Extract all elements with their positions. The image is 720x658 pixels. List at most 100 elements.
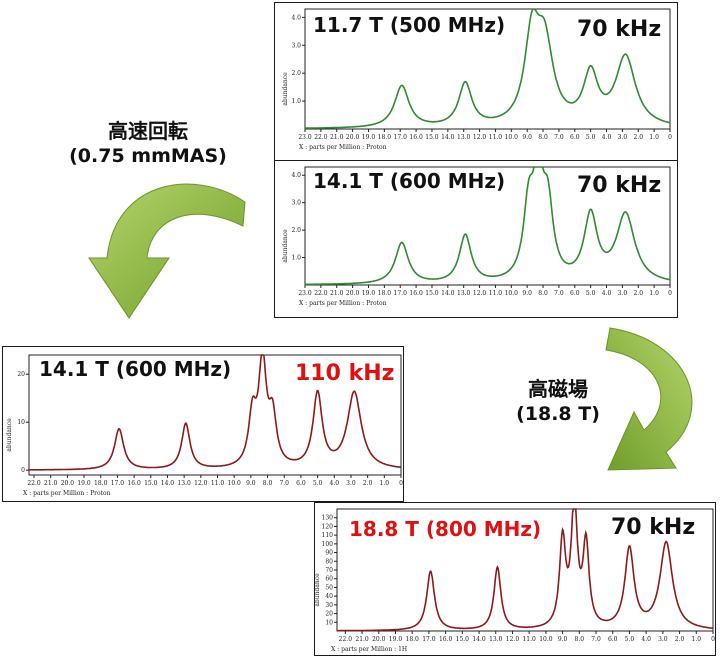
x-tick-label: 9.0 — [558, 636, 568, 643]
plot-frame — [304, 8, 671, 130]
y-tick-label: 1.0 — [291, 98, 301, 105]
x-tick-label: 13.0 — [177, 480, 191, 487]
spectrum-panel-500mhz: 1.0 2.0 3.0 4.0 abundance 23.0 22.0 21.0 20.0 19.… — [274, 2, 678, 162]
x-tick-label: 17.0 — [422, 636, 436, 643]
x-tick-label: 4.0 — [602, 290, 612, 297]
x-tick-label: 22.0 — [314, 290, 328, 297]
x-tick-label: 13.0 — [457, 290, 471, 297]
callout-title: 高磁場 — [528, 377, 588, 401]
x-tick-label: 18.0 — [94, 480, 108, 487]
spectrum-panel-800mhz: 10 20 30 40 50 60 70 80 90 100 110 120 130 abundance 2… — [314, 502, 716, 656]
y-tick-label: 50 — [325, 584, 333, 591]
x-tick-label: 6.0 — [570, 134, 580, 141]
y-tick-label: 4.0 — [291, 14, 301, 21]
x-tick-label: 15.0 — [144, 480, 158, 487]
y-tick-label: 70 — [325, 567, 333, 574]
x-tick-label: 13.0 — [457, 134, 471, 141]
x-axis-label: X : parts per Million : 1H — [331, 646, 407, 653]
x-tick-label: 10.0 — [505, 134, 519, 141]
x-tick-label: 18.0 — [378, 134, 392, 141]
x-tick-label: 17.0 — [394, 134, 408, 141]
x-tick-label: 21.0 — [44, 480, 58, 487]
x-tick-label: 13.0 — [489, 636, 503, 643]
spin-rate-label: 70 kHz — [577, 17, 662, 42]
x-tick-label: 23.0 — [298, 134, 312, 141]
x-axis-label: X : parts per Million : Proton — [23, 490, 111, 497]
x-tick-label: 22.0 — [27, 480, 41, 487]
x-tick-label: 8.0 — [538, 134, 548, 141]
x-tick-label: 1.0 — [692, 636, 702, 643]
field-label: 14.1 T (600 MHz) — [39, 357, 232, 381]
x-tick-label: 16.0 — [127, 480, 141, 487]
curved-arrow-down-left-icon — [605, 327, 693, 471]
x-tick-label: 9.0 — [522, 290, 532, 297]
field-label: 11.7 T (500 MHz) — [313, 13, 506, 37]
x-tick-label: 16.0 — [439, 636, 453, 643]
x-tick-label: 11.0 — [211, 480, 225, 487]
x-tick-label: 12.0 — [506, 636, 520, 643]
x-tick-label: 21.0 — [330, 134, 344, 141]
x-tick-label: 22.0 — [314, 134, 328, 141]
x-tick-label: 16.0 — [409, 134, 423, 141]
x-tick-label: 15.0 — [425, 134, 439, 141]
x-tick-label: 9.0 — [522, 134, 532, 141]
x-axis-label: X : parts per Million : Proton — [299, 144, 387, 151]
x-tick-label: 4.0 — [602, 134, 612, 141]
y-tick-label: 10 — [325, 619, 333, 626]
y-tick-label: 100 — [322, 541, 334, 548]
y-tick-label: 4.0 — [291, 172, 301, 179]
x-tick-label: 0 — [668, 134, 672, 141]
x-tick-label: 14.0 — [441, 134, 455, 141]
y-tick-label: 80 — [325, 558, 333, 565]
x-tick-label: 20.0 — [346, 134, 360, 141]
x-tick-label: 19.0 — [362, 134, 376, 141]
x-tick-label: 2.0 — [675, 636, 685, 643]
x-tick-label: 12.0 — [473, 290, 487, 297]
x-tick-label: 23.0 — [298, 290, 312, 297]
spectrum-panel-600mhz-110khz: 0 10 20 abundance 22.0 21.0 20.0 19.0 18.0 17.0 16… — [2, 346, 404, 502]
x-tick-label: 3.0 — [346, 480, 356, 487]
y-tick-label: 40 — [325, 593, 333, 600]
spectrum-trace — [305, 166, 671, 286]
x-tick-label: 20.0 — [346, 290, 360, 297]
x-axis-label: X : parts per Million : Proton — [299, 300, 387, 307]
x-tick-label: 3.0 — [618, 134, 628, 141]
x-tick-label: 1.0 — [649, 290, 659, 297]
x-tick-label: 7.0 — [279, 480, 289, 487]
x-tick-label: 21.0 — [330, 290, 344, 297]
x-tick-label: 12.0 — [473, 134, 487, 141]
x-tick-label: 4.0 — [330, 480, 340, 487]
field-label: 14.1 T (600 MHz) — [313, 169, 506, 193]
y-tick-label: 2.0 — [291, 227, 301, 234]
x-tick-label: 10.0 — [539, 636, 553, 643]
y-axis-label: abundance — [315, 573, 321, 607]
fast-spinning-callout: 高速回転 (0.75 mmMAS) — [48, 118, 248, 168]
x-tick-label: 4.0 — [641, 636, 651, 643]
callout-subtitle: (0.75 mmMAS) — [69, 145, 227, 167]
x-tick-label: 20.0 — [61, 480, 75, 487]
x-tick-label: 11.0 — [522, 636, 536, 643]
x-tick-label: 2.0 — [633, 134, 643, 141]
y-tick-label: 20 — [17, 371, 25, 378]
x-tick-label: 5.0 — [313, 480, 323, 487]
x-tick-label: 22.0 — [339, 636, 353, 643]
y-axis-label: abundance — [282, 72, 289, 106]
x-tick-label: 3.0 — [618, 290, 628, 297]
x-tick-label: 19.0 — [362, 290, 376, 297]
x-tick-label: 5.0 — [625, 636, 635, 643]
x-tick-label: 18.0 — [378, 290, 392, 297]
x-tick-label: 8.0 — [575, 636, 585, 643]
spectrum-plot-600mhz-110khz: 0 10 20 abundance 22.0 21.0 20.0 19.0 18.0 17.0 16… — [6, 354, 403, 497]
y-tick-label: 1.0 — [291, 255, 301, 262]
spectrum-trace — [29, 354, 401, 471]
callout-title: 高速回転 — [108, 119, 188, 143]
x-tick-label: 3.0 — [658, 636, 668, 643]
x-tick-label: 1.0 — [649, 134, 659, 141]
x-tick-label: 10.0 — [228, 480, 242, 487]
spin-rate-label: 70 kHz — [577, 173, 662, 198]
x-tick-label: 5.0 — [586, 134, 596, 141]
plot-frame — [304, 166, 671, 286]
x-tick-label: 0 — [711, 636, 715, 643]
spectrum-plot-800mhz: 102030405060708090100110120130abundance2… — [315, 508, 715, 653]
x-tick-label: 9.0 — [246, 480, 256, 487]
